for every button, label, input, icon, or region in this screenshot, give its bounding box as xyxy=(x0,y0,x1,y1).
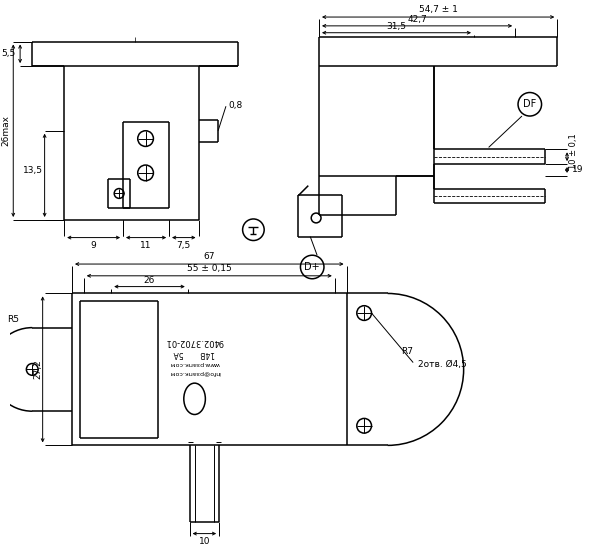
Text: info@рзапк.сом: info@рзапк.сом xyxy=(169,370,220,375)
Text: R5: R5 xyxy=(6,315,19,324)
Text: 27,2: 27,2 xyxy=(33,360,42,379)
Text: 14В       5А: 14В 5А xyxy=(174,349,215,358)
Text: 10: 10 xyxy=(199,537,210,546)
Text: 9402.3702-01: 9402.3702-01 xyxy=(165,338,224,346)
Text: 26: 26 xyxy=(144,276,155,285)
Text: 10 ± 0,1: 10 ± 0,1 xyxy=(569,133,578,169)
Text: 42,7: 42,7 xyxy=(407,14,427,24)
Text: 7,5: 7,5 xyxy=(176,241,191,250)
Text: DF: DF xyxy=(523,100,536,109)
Text: R7: R7 xyxy=(401,347,414,356)
Text: 9: 9 xyxy=(91,241,97,250)
Text: 31,5: 31,5 xyxy=(386,23,407,31)
Text: www.рзапк.сом: www.рзапк.сом xyxy=(169,361,219,366)
Text: 55 ± 0,15: 55 ± 0,15 xyxy=(187,265,232,273)
Text: 54,7 ± 1: 54,7 ± 1 xyxy=(419,5,458,14)
Text: 11: 11 xyxy=(140,241,152,250)
Text: 2отв. Ø4,5: 2отв. Ø4,5 xyxy=(418,360,467,369)
Text: 26max: 26max xyxy=(1,116,10,146)
Text: 67: 67 xyxy=(204,252,215,261)
Text: 0,8: 0,8 xyxy=(228,101,242,110)
Text: D+: D+ xyxy=(304,262,320,272)
Text: 13,5: 13,5 xyxy=(22,166,42,175)
Text: 19: 19 xyxy=(572,166,584,174)
Text: 5,5: 5,5 xyxy=(1,50,15,58)
